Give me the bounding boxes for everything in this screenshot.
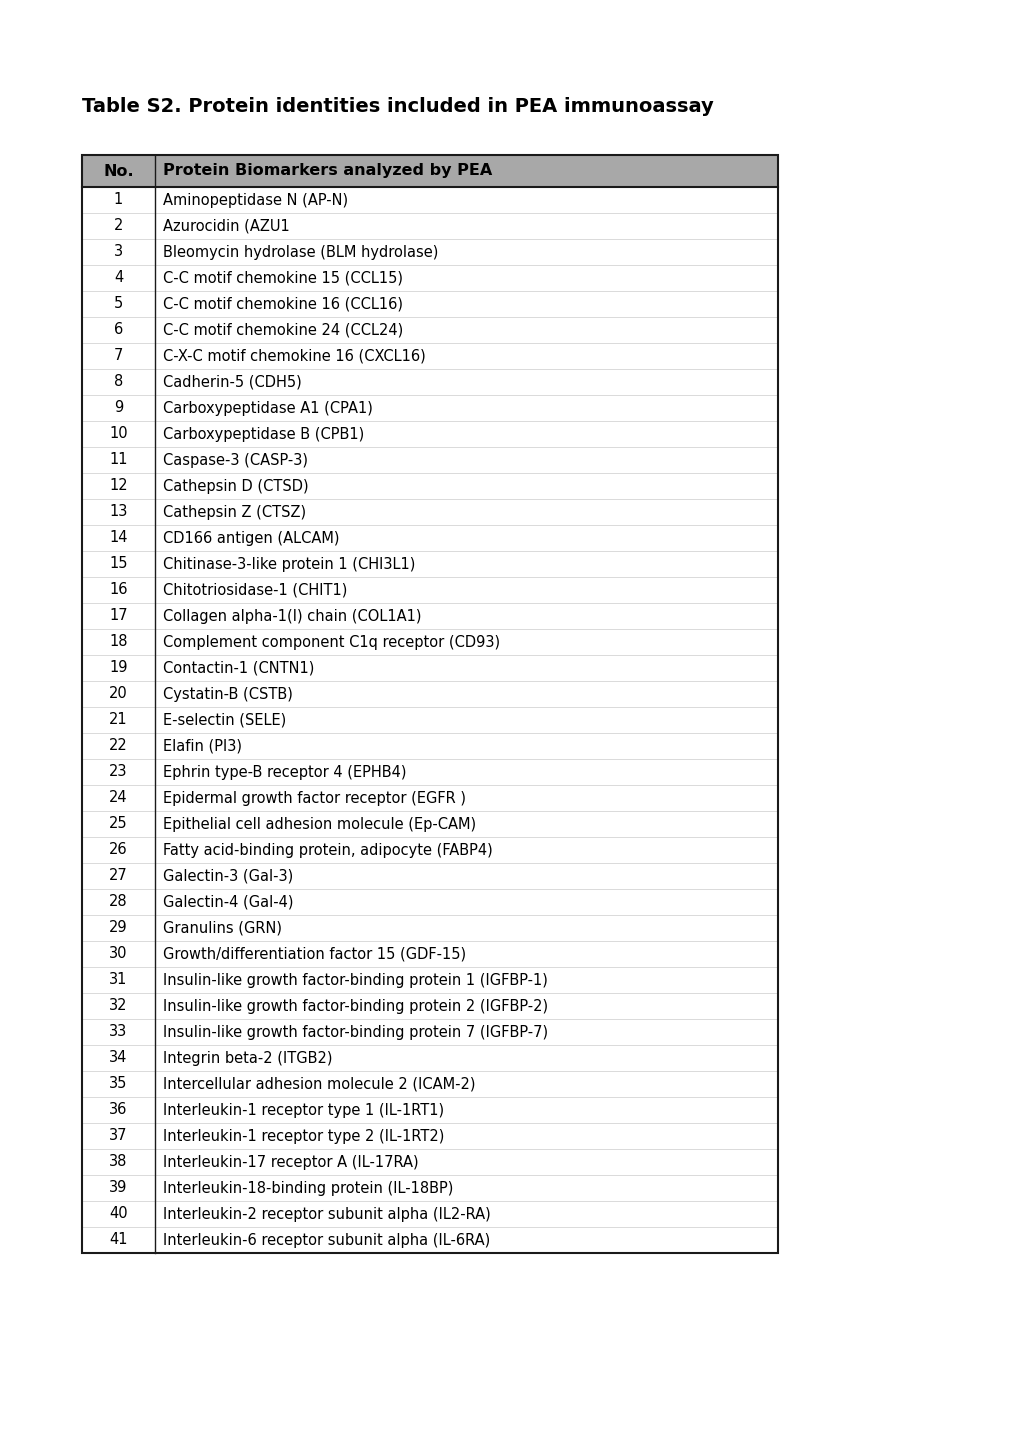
Text: 17: 17 [109,609,127,623]
Text: 34: 34 [109,1051,127,1066]
Text: Cathepsin D (CTSD): Cathepsin D (CTSD) [163,479,309,493]
Text: 4: 4 [114,271,123,286]
Text: Cystatin-B (CSTB): Cystatin-B (CSTB) [163,686,292,701]
Text: Bleomycin hydrolase (BLM hydrolase): Bleomycin hydrolase (BLM hydrolase) [163,245,438,260]
Text: E-selectin (SELE): E-selectin (SELE) [163,712,286,728]
Text: Cathepsin Z (CTSZ): Cathepsin Z (CTSZ) [163,505,306,519]
Text: 1: 1 [114,192,123,208]
Text: Ephrin type-B receptor 4 (EPHB4): Ephrin type-B receptor 4 (EPHB4) [163,764,407,780]
Bar [82,154,777,187]
Text: 14: 14 [109,531,127,545]
Text: Insulin-like growth factor-binding protein 2 (IGFBP-2): Insulin-like growth factor-binding prote… [163,998,547,1014]
Text: 11: 11 [109,453,127,467]
Text: Elafin (PI3): Elafin (PI3) [163,738,242,754]
Text: 26: 26 [109,842,127,858]
Text: Epidermal growth factor receptor (EGFR ): Epidermal growth factor receptor (EGFR ) [163,790,466,806]
Text: Interleukin-17 receptor A (IL-17RA): Interleukin-17 receptor A (IL-17RA) [163,1155,418,1169]
Text: Intercellular adhesion molecule 2 (ICAM-2): Intercellular adhesion molecule 2 (ICAM-… [163,1077,475,1092]
Text: Collagen alpha-1(I) chain (COL1A1): Collagen alpha-1(I) chain (COL1A1) [163,609,421,623]
Text: 37: 37 [109,1129,127,1144]
Text: Azurocidin (AZU1: Azurocidin (AZU1 [163,219,289,234]
Text: 31: 31 [109,972,127,988]
Text: 27: 27 [109,868,127,884]
Text: 18: 18 [109,634,127,649]
Text: Galectin-4 (Gal-4): Galectin-4 (Gal-4) [163,894,293,910]
Text: 8: 8 [114,375,123,389]
Text: 23: 23 [109,764,127,780]
Text: No.: No. [103,163,133,179]
Text: C-X-C motif chemokine 16 (CXCL16): C-X-C motif chemokine 16 (CXCL16) [163,349,425,363]
Text: 35: 35 [109,1077,127,1092]
Text: Chitotriosidase-1 (CHIT1): Chitotriosidase-1 (CHIT1) [163,583,347,597]
Text: Aminopeptidase N (AP-N): Aminopeptidase N (AP-N) [163,192,347,208]
Text: 15: 15 [109,557,127,571]
Text: Integrin beta-2 (ITGB2): Integrin beta-2 (ITGB2) [163,1051,332,1066]
Text: C-C motif chemokine 15 (CCL15): C-C motif chemokine 15 (CCL15) [163,271,403,286]
Text: C-C motif chemokine 24 (CCL24): C-C motif chemokine 24 (CCL24) [163,323,403,337]
Text: Contactin-1 (CNTN1): Contactin-1 (CNTN1) [163,660,314,675]
Text: Caspase-3 (CASP-3): Caspase-3 (CASP-3) [163,453,308,467]
Text: 3: 3 [114,245,123,260]
Text: 30: 30 [109,946,127,962]
Text: 19: 19 [109,660,127,675]
Text: 32: 32 [109,998,127,1014]
Text: 7: 7 [114,349,123,363]
Text: Protein Biomarkers analyzed by PEA: Protein Biomarkers analyzed by PEA [163,163,492,179]
Text: Cadherin-5 (CDH5): Cadherin-5 (CDH5) [163,375,302,389]
Text: 10: 10 [109,427,127,441]
Text: 12: 12 [109,479,127,493]
Text: C-C motif chemokine 16 (CCL16): C-C motif chemokine 16 (CCL16) [163,297,403,311]
Text: 24: 24 [109,790,127,806]
Text: Carboxypeptidase A1 (CPA1): Carboxypeptidase A1 (CPA1) [163,401,373,415]
Text: Interleukin-1 receptor type 1 (IL-1RT1): Interleukin-1 receptor type 1 (IL-1RT1) [163,1103,443,1118]
Bar [82,154,777,1253]
Text: Interleukin-18-binding protein (IL-18BP): Interleukin-18-binding protein (IL-18BP) [163,1181,452,1195]
Text: Carboxypeptidase B (CPB1): Carboxypeptidase B (CPB1) [163,427,364,441]
Text: 40: 40 [109,1207,127,1221]
Text: Interleukin-1 receptor type 2 (IL-1RT2): Interleukin-1 receptor type 2 (IL-1RT2) [163,1129,444,1144]
Text: Insulin-like growth factor-binding protein 7 (IGFBP-7): Insulin-like growth factor-binding prote… [163,1024,547,1040]
Text: 25: 25 [109,816,127,832]
Text: Complement component C1q receptor (CD93): Complement component C1q receptor (CD93) [163,634,499,649]
Text: CD166 antigen (ALCAM): CD166 antigen (ALCAM) [163,531,339,545]
Text: Interleukin-6 receptor subunit alpha (IL-6RA): Interleukin-6 receptor subunit alpha (IL… [163,1233,490,1247]
Text: Growth/differentiation factor 15 (GDF-15): Growth/differentiation factor 15 (GDF-15… [163,946,466,962]
Text: 29: 29 [109,920,127,936]
Text: 22: 22 [109,738,127,754]
Text: 5: 5 [114,297,123,311]
Text: 36: 36 [109,1103,127,1118]
Text: Galectin-3 (Gal-3): Galectin-3 (Gal-3) [163,868,293,884]
Text: Fatty acid-binding protein, adipocyte (FABP4): Fatty acid-binding protein, adipocyte (F… [163,842,492,858]
Text: 41: 41 [109,1233,127,1247]
Text: 16: 16 [109,583,127,597]
Text: 13: 13 [109,505,127,519]
Text: Granulins (GRN): Granulins (GRN) [163,920,281,936]
Text: Table S2. Protein identities included in PEA immunoassay: Table S2. Protein identities included in… [82,97,713,115]
Text: 33: 33 [109,1024,127,1040]
Text: 9: 9 [114,401,123,415]
Text: Insulin-like growth factor-binding protein 1 (IGFBP-1): Insulin-like growth factor-binding prote… [163,972,547,988]
Text: 2: 2 [114,219,123,234]
Text: 38: 38 [109,1155,127,1169]
Text: 6: 6 [114,323,123,337]
Text: Epithelial cell adhesion molecule (Ep-CAM): Epithelial cell adhesion molecule (Ep-CA… [163,816,476,832]
Text: Chitinase-3-like protein 1 (CHI3L1): Chitinase-3-like protein 1 (CHI3L1) [163,557,415,571]
Text: 20: 20 [109,686,127,701]
Text: 39: 39 [109,1181,127,1195]
Text: 21: 21 [109,712,127,728]
Text: 28: 28 [109,894,127,910]
Text: Interleukin-2 receptor subunit alpha (IL2-RA): Interleukin-2 receptor subunit alpha (IL… [163,1207,490,1221]
